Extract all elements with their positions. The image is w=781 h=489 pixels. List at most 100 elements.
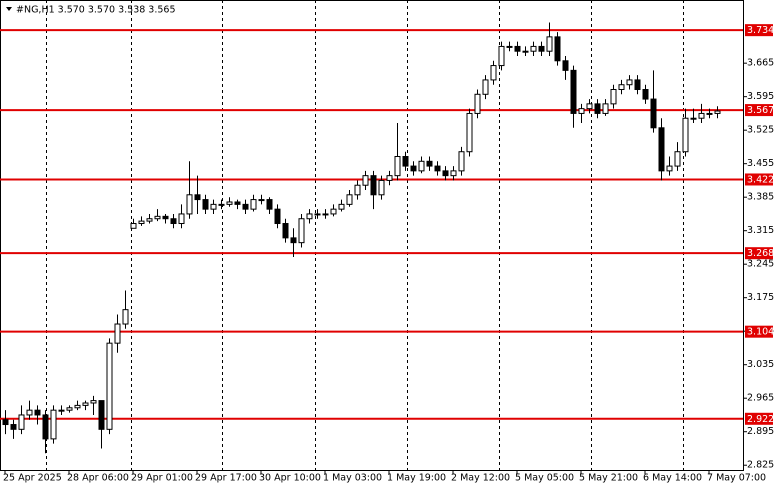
x-tick-label: 1 May 19:00 <box>387 473 446 484</box>
candle-body <box>626 79 633 86</box>
y-tick-label: 2.825 <box>747 460 774 471</box>
candle-body <box>282 223 289 239</box>
candle-body <box>90 400 97 404</box>
candle-body <box>578 108 585 114</box>
candle-body <box>122 309 129 325</box>
candle-body <box>170 218 177 225</box>
candle-body <box>514 45 521 52</box>
candle-body <box>682 117 689 153</box>
candle-body <box>322 213 329 216</box>
y-tick-label: 3.245 <box>747 259 774 270</box>
x-tick-label: 5 May 05:00 <box>515 473 574 484</box>
candle-body <box>594 103 601 114</box>
level-label-box <box>745 173 773 186</box>
level-label-box <box>745 412 773 425</box>
candle-body <box>210 203 217 210</box>
x-tick-label: 30 Apr 10:00 <box>259 473 321 484</box>
candle-body <box>298 218 305 244</box>
candle-body <box>570 69 577 114</box>
level-label: 3.734 <box>747 25 774 36</box>
candle-body <box>346 194 353 205</box>
candle-body <box>378 179 385 196</box>
candle-body <box>370 175 377 196</box>
candle-body <box>34 409 41 416</box>
level-label: 3.104 <box>747 327 774 338</box>
candle-body <box>42 414 49 440</box>
candle-body <box>266 199 273 210</box>
candle-body <box>362 175 369 186</box>
candle-body <box>82 402 89 406</box>
y-tick-label: 3.035 <box>747 359 774 370</box>
candle-body <box>442 170 449 177</box>
candle-body <box>338 203 345 210</box>
candle-body <box>194 194 201 201</box>
marks: 3.665 3.595 3.525 3.455 3.385 3.315 3.245 3.175… <box>0 22 774 484</box>
candle-body <box>74 404 81 409</box>
x-tick-label: 29 Apr 17:00 <box>195 473 257 484</box>
candle-body <box>114 323 121 344</box>
candle-body <box>546 36 553 52</box>
y-tick-label: 3.175 <box>747 292 774 303</box>
candle-body <box>458 151 465 172</box>
candle-body <box>106 342 113 430</box>
candle-body <box>202 199 209 210</box>
candle-body <box>698 112 705 119</box>
candle-body <box>146 218 153 222</box>
candle-body <box>434 165 441 172</box>
x-tick-label: 25 Apr 2025 <box>3 473 62 484</box>
candle-body <box>674 151 681 167</box>
x-tick-label: 7 May 07:00 <box>707 473 766 484</box>
candle-body <box>258 199 265 202</box>
level-label: 3.268 <box>747 248 774 259</box>
candle-body <box>218 203 225 206</box>
candle-body <box>306 213 313 220</box>
candle-body <box>410 165 417 172</box>
candle-body <box>450 170 457 177</box>
candle-body <box>138 220 145 225</box>
x-tick-label: 29 Apr 01:00 <box>131 473 193 484</box>
level-label: 2.922 <box>747 414 774 425</box>
candle-body <box>666 165 673 172</box>
candle-body <box>50 409 57 440</box>
chart-header: #NG,H1 3.570 3.570 3.538 3.565 <box>16 5 176 16</box>
candle-body <box>466 112 473 153</box>
candle-body <box>130 223 137 229</box>
candle-body <box>66 407 73 411</box>
x-tick-label: 28 Apr 06:00 <box>67 473 129 484</box>
candle-body <box>234 201 241 205</box>
candle-body <box>226 201 233 205</box>
y-tick-label: 3.385 <box>747 192 774 203</box>
candle-body <box>242 203 249 210</box>
candle-body <box>314 213 321 216</box>
x-tick-label: 5 May 21:00 <box>579 473 638 484</box>
y-tick-label: 3.455 <box>747 158 774 169</box>
level-label: 3.422 <box>747 174 774 185</box>
candle-body <box>394 156 401 177</box>
candle-body <box>706 112 713 115</box>
candle-body <box>586 103 593 110</box>
candle-body <box>402 156 409 167</box>
candle-body <box>522 50 529 53</box>
y-tick-label: 3.315 <box>747 225 774 236</box>
candle-body <box>186 194 193 215</box>
y-tick-label: 3.595 <box>747 91 774 102</box>
candle-body <box>658 127 665 172</box>
y-tick-label: 2.895 <box>747 426 774 437</box>
candle-body <box>10 424 17 430</box>
candle-body <box>290 237 297 244</box>
candle-body <box>498 45 505 67</box>
candle-body <box>250 199 257 210</box>
level-label-box <box>745 247 773 260</box>
candle-body <box>602 103 609 114</box>
candle-body <box>274 208 281 225</box>
candle-body <box>162 215 169 220</box>
menu-arrow <box>6 7 12 11</box>
candle-body <box>386 175 393 181</box>
candle-body <box>418 160 425 172</box>
candle-body <box>490 65 497 81</box>
candle-body <box>330 208 337 215</box>
candle-body <box>58 409 65 412</box>
x-tick-label: 1 May 03:00 <box>323 473 382 484</box>
